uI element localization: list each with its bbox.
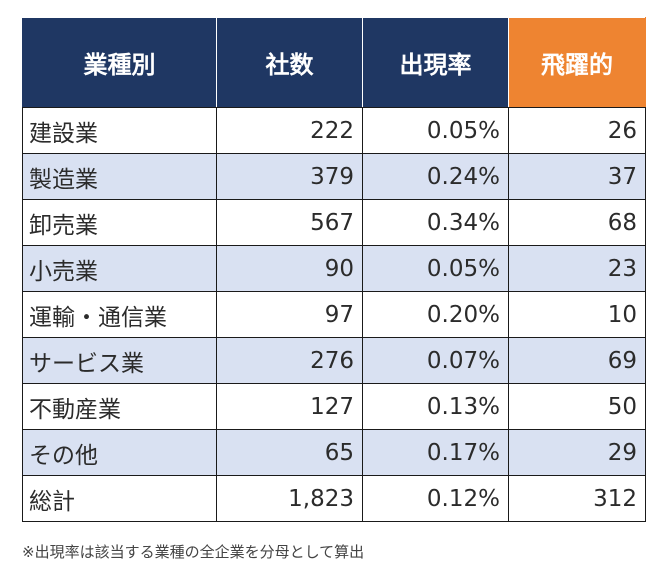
header-breakthrough: 飛躍的	[508, 17, 646, 108]
table-row: 卸売業 567 0.34% 68	[22, 199, 646, 246]
breakthrough-cell: 312	[508, 475, 646, 522]
occurrence-rate-cell: 0.24%	[362, 153, 509, 200]
industry-cell: 卸売業	[22, 199, 217, 246]
breakthrough-cell: 23	[508, 245, 646, 292]
industry-cell: サービス業	[22, 337, 217, 384]
industry-cell: 運輸・通信業	[22, 291, 217, 338]
occurrence-rate-cell: 0.07%	[362, 337, 509, 384]
breakthrough-cell: 37	[508, 153, 646, 200]
table-row: 運輸・通信業 97 0.20% 10	[22, 291, 646, 338]
table-row: 製造業 379 0.24% 37	[22, 153, 646, 200]
header-company-count: 社数	[216, 17, 363, 108]
breakthrough-cell: 50	[508, 383, 646, 430]
company-count-cell: 1,823	[216, 475, 363, 522]
industry-table: 業種別 社数 出現率 飛躍的 建設業 222 0.05% 26 製造業 379 0.24% 3…	[22, 17, 646, 522]
company-count-cell: 276	[216, 337, 363, 384]
occurrence-rate-cell: 0.05%	[362, 245, 509, 292]
occurrence-rate-cell: 0.13%	[362, 383, 509, 430]
occurrence-rate-cell: 0.17%	[362, 429, 509, 476]
company-count-cell: 222	[216, 107, 363, 154]
industry-cell: 総計	[22, 475, 217, 522]
industry-cell: その他	[22, 429, 217, 476]
table-row: 小売業 90 0.05% 23	[22, 245, 646, 292]
industry-cell: 建設業	[22, 107, 217, 154]
company-count-cell: 379	[216, 153, 363, 200]
table-row: 不動産業 127 0.13% 50	[22, 383, 646, 430]
table-row: 総計 1,823 0.12% 312	[22, 475, 646, 522]
breakthrough-cell: 26	[508, 107, 646, 154]
breakthrough-cell: 29	[508, 429, 646, 476]
occurrence-rate-cell: 0.05%	[362, 107, 509, 154]
company-count-cell: 65	[216, 429, 363, 476]
occurrence-rate-cell: 0.34%	[362, 199, 509, 246]
industry-cell: 小売業	[22, 245, 217, 292]
table-row: その他 65 0.17% 29	[22, 429, 646, 476]
breakthrough-cell: 69	[508, 337, 646, 384]
table-row: 建設業 222 0.05% 26	[22, 107, 646, 154]
breakthrough-cell: 68	[508, 199, 646, 246]
industry-cell: 不動産業	[22, 383, 217, 430]
company-count-cell: 90	[216, 245, 363, 292]
table-row: サービス業 276 0.07% 69	[22, 337, 646, 384]
breakthrough-cell: 10	[508, 291, 646, 338]
industry-cell: 製造業	[22, 153, 217, 200]
company-count-cell: 97	[216, 291, 363, 338]
table-body: 建設業 222 0.05% 26 製造業 379 0.24% 37 卸売業 567 0.34% 68 小…	[22, 107, 646, 522]
header-occurrence-rate: 出現率	[362, 17, 509, 108]
occurrence-rate-cell: 0.20%	[362, 291, 509, 338]
footnote: ※出現率は該当する業種の全企業を分母として算出	[22, 543, 365, 561]
company-count-cell: 127	[216, 383, 363, 430]
company-count-cell: 567	[216, 199, 363, 246]
header-row: 業種別 社数 出現率 飛躍的	[22, 17, 646, 108]
header-industry: 業種別	[22, 17, 217, 108]
occurrence-rate-cell: 0.12%	[362, 475, 509, 522]
